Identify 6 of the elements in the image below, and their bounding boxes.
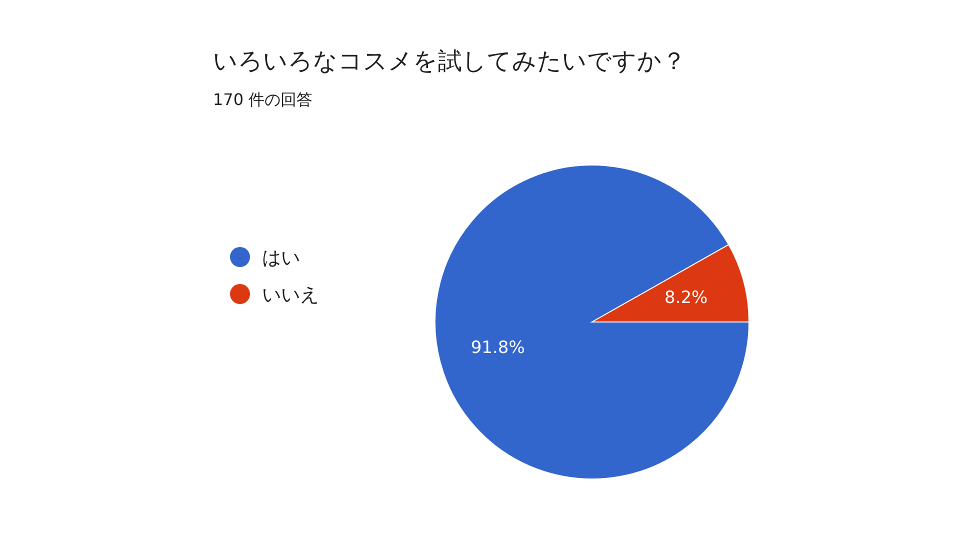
data-label: 91.8% [470,338,525,358]
chart-subtitle: 170 件の回答 [213,90,313,109]
legend-label: いいえ [262,284,319,306]
data-label: 8.2% [664,288,708,308]
chart-title: いろいろなコスメを試してみたいですか？ [213,47,686,75]
legend-label: はい [262,247,300,269]
